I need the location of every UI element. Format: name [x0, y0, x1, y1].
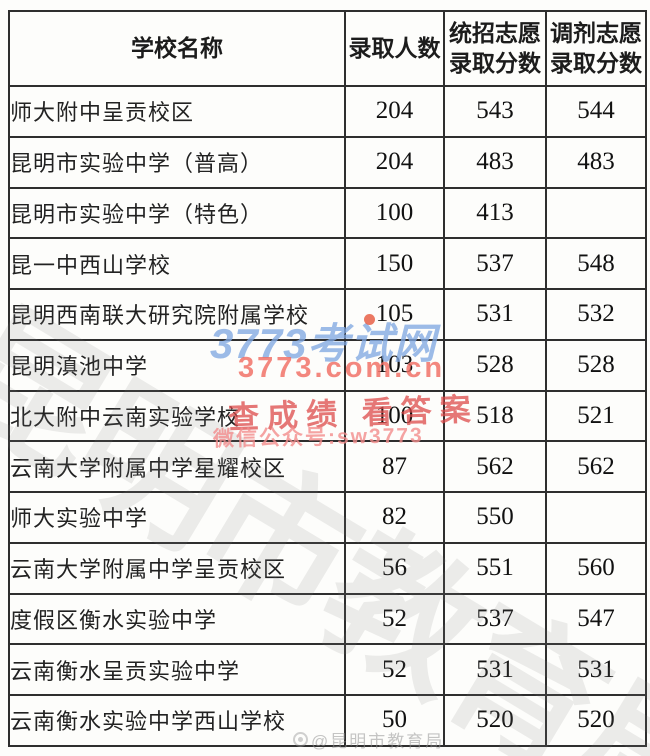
- unified-score-cell: 528: [443, 338, 547, 392]
- unified-score-cell: 537: [443, 237, 547, 290]
- unified-score-cell: 550: [443, 491, 547, 544]
- adjusted-score-line1: 调剂志愿: [550, 19, 642, 46]
- adjusted-score-cell: 562: [545, 440, 647, 493]
- admitted-count-cell: 52: [344, 643, 445, 696]
- admitted-count-cell: 50: [344, 694, 445, 747]
- school-name-cell: 云南大学附属中学星耀校区: [8, 440, 346, 493]
- admitted-count-cell: 100: [344, 389, 445, 443]
- adjusted-score-cell: 521: [545, 389, 647, 443]
- col-header-admitted-count-label: 录取人数: [348, 34, 441, 61]
- school-name-cell: 昆明市实验中学（特色）: [8, 186, 346, 240]
- admission-table-body: 师大附中呈贡校区 204 543 544 昆明市实验中学（普高） 204 483…: [8, 85, 647, 747]
- admitted-count-cell: 52: [344, 592, 445, 646]
- adjusted-score-cell: 544: [545, 85, 647, 138]
- table-row: 云南衡水实验中学西山学校 50 520 520: [8, 694, 647, 747]
- adjusted-score-cell: [545, 491, 647, 544]
- unified-score-line2: 录取分数: [449, 49, 541, 76]
- school-name-cell: 昆明市实验中学（普高）: [8, 135, 346, 189]
- adjusted-score-cell: 531: [545, 643, 647, 696]
- school-name-cell: 师大实验中学: [8, 491, 346, 544]
- table-row: 云南大学附属中学呈贡校区 56 551 560: [8, 541, 647, 595]
- table-row: 云南衡水呈贡实验中学 52 531 531: [8, 643, 647, 696]
- admitted-count-cell: 150: [344, 237, 445, 290]
- table-row: 昆明市实验中学（特色） 100 413: [8, 186, 647, 240]
- school-name-cell: 昆明滇池中学: [8, 338, 346, 392]
- school-name-cell: 北大附中云南实验学校: [8, 389, 346, 443]
- table-row: 师大实验中学 82 550: [8, 491, 647, 544]
- admitted-count-cell: 100: [344, 186, 445, 240]
- school-name-cell: 云南衡水实验中学西山学校: [8, 694, 346, 747]
- table-row: 昆明西南联大研究院附属学校 105 531 532: [8, 288, 647, 341]
- unified-score-line1: 统招志愿: [449, 19, 541, 46]
- adjusted-score-cell: 483: [545, 135, 647, 189]
- admitted-count-cell: 87: [344, 440, 445, 493]
- adjusted-score-cell: 528: [545, 338, 647, 392]
- school-name-cell: 云南衡水呈贡实验中学: [8, 643, 346, 696]
- admitted-count-cell: 82: [344, 491, 445, 544]
- unified-score-cell: 543: [443, 85, 547, 138]
- admitted-count-cell: 56: [344, 541, 445, 595]
- unified-score-cell: 562: [443, 440, 547, 493]
- col-header-unified-score: 统招志愿 录取分数: [443, 10, 547, 87]
- adjusted-score-cell: 547: [545, 592, 647, 646]
- adjusted-score-cell: [545, 186, 647, 240]
- header-row: 学校名称 录取人数 统招志愿 录取分数 调剂志愿 录取分数: [8, 10, 647, 87]
- admitted-count-cell: 103: [344, 338, 445, 392]
- admitted-count-cell: 204: [344, 135, 445, 189]
- table-row: 云南大学附属中学星耀校区 87 562 562: [8, 440, 647, 493]
- col-header-school-name: 学校名称: [8, 10, 346, 87]
- admission-score-table: 学校名称 录取人数 统招志愿 录取分数 调剂志愿 录取分数 师大附中呈贡校区 2…: [8, 10, 647, 747]
- unified-score-cell: 520: [443, 694, 547, 747]
- adjusted-score-cell: 560: [545, 541, 647, 595]
- school-name-cell: 师大附中呈贡校区: [8, 85, 346, 138]
- school-name-cell: 昆明西南联大研究院附属学校: [8, 288, 346, 341]
- table-row: 昆明滇池中学 103 528 528: [8, 338, 647, 392]
- col-header-school-name-label: 学校名称: [131, 34, 223, 61]
- school-name-cell: 度假区衡水实验中学: [8, 592, 346, 646]
- table-row: 北大附中云南实验学校 100 518 521: [8, 389, 647, 443]
- unified-score-cell: 413: [443, 186, 547, 240]
- table-row: 度假区衡水实验中学 52 537 547: [8, 592, 647, 646]
- col-header-adjusted-score: 调剂志愿 录取分数: [545, 10, 647, 87]
- table-header: 学校名称 录取人数 统招志愿 录取分数 调剂志愿 录取分数: [8, 10, 647, 87]
- table-row: 昆明市实验中学（普高） 204 483 483: [8, 135, 647, 189]
- admitted-count-cell: 105: [344, 288, 445, 341]
- unified-score-cell: 551: [443, 541, 547, 595]
- table-row: 师大附中呈贡校区 204 543 544: [8, 85, 647, 138]
- adjusted-score-cell: 548: [545, 237, 647, 290]
- adjusted-score-cell: 532: [545, 288, 647, 341]
- school-name-cell: 云南大学附属中学呈贡校区: [8, 541, 346, 595]
- unified-score-cell: 537: [443, 592, 547, 646]
- admitted-count-cell: 204: [344, 85, 445, 138]
- adjusted-score-line2: 录取分数: [550, 49, 642, 76]
- school-name-cell: 昆一中西山学校: [8, 237, 346, 290]
- unified-score-cell: 483: [443, 135, 547, 189]
- table-row: 昆一中西山学校 150 537 548: [8, 237, 647, 290]
- unified-score-cell: 531: [443, 288, 547, 341]
- unified-score-cell: 531: [443, 643, 547, 696]
- col-header-admitted-count: 录取人数: [344, 10, 445, 87]
- unified-score-cell: 518: [443, 389, 547, 443]
- adjusted-score-cell: 520: [545, 694, 647, 747]
